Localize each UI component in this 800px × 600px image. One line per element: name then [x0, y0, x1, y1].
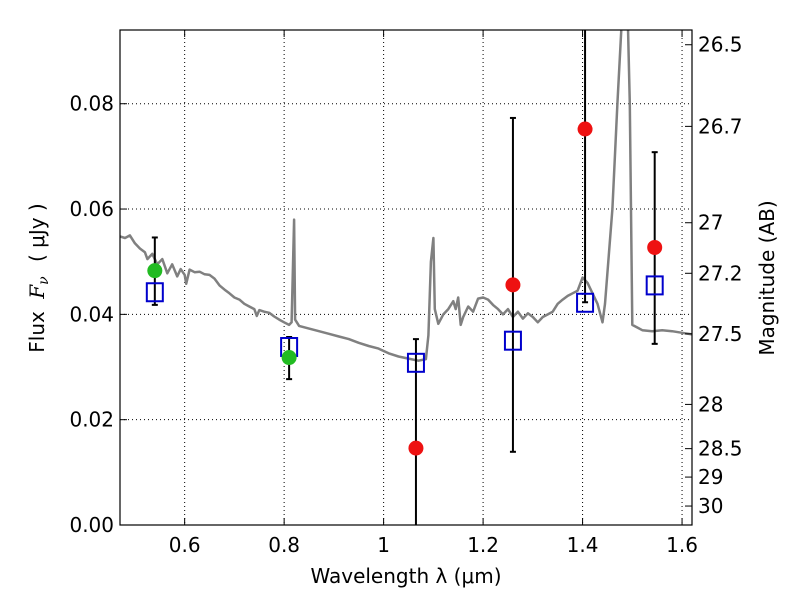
mag-tick-label: 29 [698, 465, 723, 489]
model-square-marker [503, 330, 522, 351]
y-axis-label-f: F [25, 284, 49, 300]
model-square-marker [576, 292, 595, 313]
y-axis-label-word: Flux [25, 311, 49, 353]
x-tick-label: 1.4 [567, 533, 599, 557]
model-square-marker [645, 275, 664, 296]
y-tick-label: 0.02 [69, 408, 114, 432]
data-point-marker [647, 239, 663, 255]
model-square-marker [406, 352, 425, 373]
mag-tick-label: 28.5 [698, 437, 743, 461]
data-point-marker [577, 121, 593, 137]
mag-tick-label: 30 [698, 494, 723, 518]
y-axis-label: Flux Fν ( μJy ) [25, 203, 53, 352]
mag-tick-label: 27 [698, 211, 723, 235]
y-axis-label-unit: ( μJy ) [25, 203, 49, 262]
spectrum-line [120, 30, 692, 362]
y-tick-label: 0.06 [69, 197, 114, 221]
y2-axis-label: Magnitude (AB) [755, 200, 779, 355]
data-point-marker [281, 350, 297, 366]
data-point-marker [147, 263, 163, 279]
x-tick-label: 0.8 [268, 533, 300, 557]
labels-layer: 0.6 0.8 1 1.2 1.4 1.6 0.00 0.02 0.04 0.06 0.08 26.5… [69, 33, 742, 557]
x-tick-label: 1.6 [666, 533, 698, 557]
x-tick-label: 1 [377, 533, 390, 557]
mag-tick-label: 27.2 [698, 261, 743, 285]
x-tick-label: 1.2 [467, 533, 499, 557]
spectrum-layer [120, 30, 692, 362]
data-point-marker [505, 277, 521, 293]
mag-tick-label: 26.5 [698, 33, 743, 57]
mag-tick-label: 28 [698, 392, 723, 416]
y-tick-label: 0.00 [69, 513, 114, 537]
y-tick-label: 0.04 [69, 302, 114, 326]
mag-tick-label: 27.5 [698, 322, 743, 346]
plot-frame [119, 29, 693, 526]
x-axis-label: Wavelength λ (μm) [310, 564, 501, 588]
model-square-marker [145, 282, 164, 303]
mag-tick-label: 26.7 [698, 114, 743, 138]
data-point-marker [408, 440, 424, 456]
plot-background [120, 30, 692, 525]
x-tick-label: 0.6 [169, 533, 201, 557]
ticks-layer [120, 30, 692, 526]
marker-layer [145, 30, 664, 525]
y-tick-label: 0.08 [69, 92, 114, 116]
y-axis-label-nu: ν [36, 276, 52, 285]
